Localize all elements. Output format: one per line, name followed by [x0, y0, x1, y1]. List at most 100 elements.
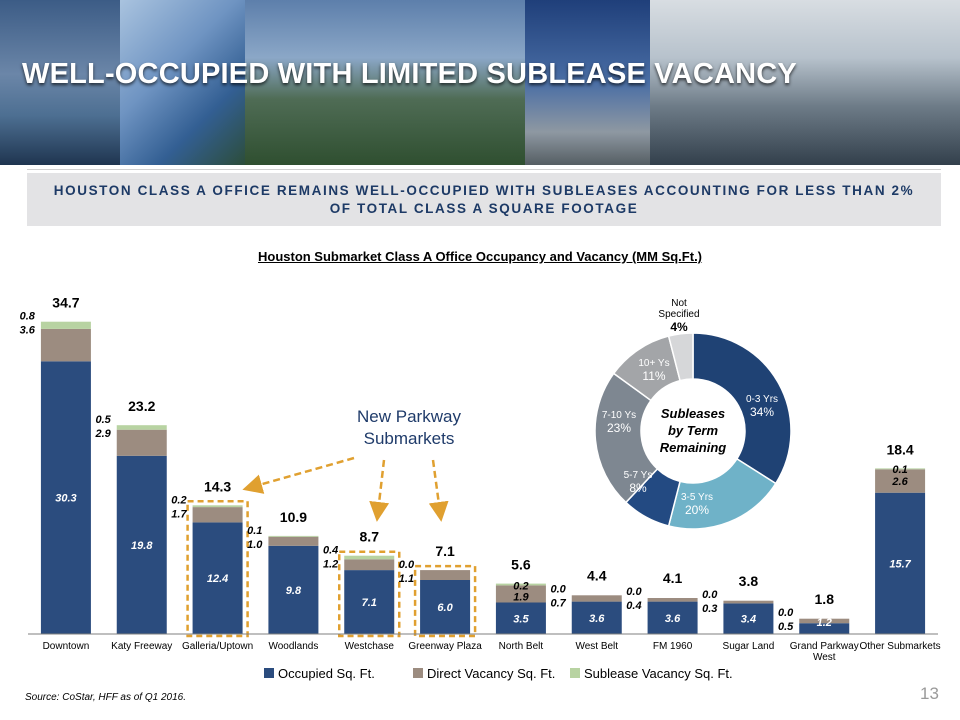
bar-segment: [192, 505, 243, 508]
sublease-value-label: 0.0: [550, 583, 566, 595]
bar-segment: [571, 595, 622, 602]
occupied-value-label: 15.7: [889, 558, 911, 570]
x-tick-label: West Belt: [575, 641, 618, 652]
bar-segment: [495, 583, 546, 586]
direct-value-label: 0.5: [778, 621, 794, 633]
donut-center-label: Subleases: [661, 406, 725, 421]
sublease-value-label: 0.0: [702, 589, 718, 601]
total-value-label: 34.7: [52, 295, 79, 311]
banner-photo-plaza-tower: [525, 0, 650, 165]
donut-slice: [667, 332, 694, 382]
bar-segment: [344, 570, 395, 634]
bar-segment: [116, 455, 167, 634]
direct-value-label: 0.7: [550, 597, 566, 609]
highlight-box: [413, 564, 477, 638]
bar-segment: [268, 536, 319, 546]
sublease-value-label: 0.0: [399, 559, 415, 571]
total-value-label: 4.4: [587, 567, 607, 583]
donut-slice-value: 11%: [642, 369, 665, 383]
total-value-label: 1.8: [815, 591, 835, 607]
sublease-value-label: 0.1: [247, 525, 262, 537]
occupied-value-label: 12.4: [207, 573, 228, 585]
donut-slice-value: 20%: [685, 503, 709, 517]
x-tick-label: Woodlands: [268, 641, 318, 652]
x-tick-label: Greenway Plaza: [408, 641, 482, 652]
bar-segment: [647, 598, 698, 602]
occupied-value-label: 3.4: [741, 614, 756, 626]
bar-segment: [875, 492, 926, 634]
page-number: 13: [920, 684, 939, 703]
total-value-label: 4.1: [663, 570, 683, 586]
total-value-label: 5.6: [511, 557, 531, 573]
banner-photo-skyline-lake: [0, 0, 120, 165]
occupied-value-label: 3.6: [589, 613, 605, 625]
direct-value-label: 1.9: [513, 592, 529, 604]
donut-slice-label: Specified: [658, 309, 699, 320]
bar-segment: [268, 545, 319, 634]
subtitle-box: HOUSTON CLASS A OFFICE REMAINS WELL-OCCU…: [27, 173, 941, 226]
source-note: Source: CoStar, HFF as of Q1 2016.: [25, 692, 187, 703]
x-tick-label-line: Galleria/Uptown: [182, 641, 253, 652]
direct-value-label: 1.7: [171, 508, 187, 520]
direct-value-label: 3.6: [20, 325, 36, 337]
x-tick-label: Other Submarkets: [860, 641, 941, 652]
bar-segment: [344, 555, 395, 560]
x-tick-label-line: Katy Freeway: [111, 641, 172, 652]
total-value-label: 18.4: [886, 441, 913, 457]
bar-segment: [40, 328, 91, 362]
donut-slice-value: 23%: [607, 421, 631, 435]
bar-segment: [723, 600, 774, 604]
banner-photo-aerial-campus: [245, 0, 525, 165]
annotation-line: New Parkway: [357, 407, 461, 426]
bar-segment: [571, 601, 622, 634]
legend-swatch: [264, 668, 274, 678]
direct-value-label: 0.4: [626, 600, 641, 612]
bar-segment: [799, 623, 850, 634]
donut-slice-label: 3-5 Yrs: [681, 492, 713, 503]
bar-segment: [495, 602, 546, 634]
x-tick-label: Katy Freeway: [111, 641, 172, 652]
legend-swatch: [570, 668, 580, 678]
annotation-arrow: [428, 459, 449, 522]
direct-value-label: 2.9: [94, 428, 111, 440]
bar-segment: [116, 425, 167, 430]
x-tick-label-line: West: [813, 652, 836, 663]
bar-segment: [875, 468, 926, 470]
x-tick-label: Downtown: [43, 641, 90, 652]
donut-slice: [594, 372, 659, 504]
annotation-arrow: [242, 456, 355, 494]
x-tick-label: FM 1960: [653, 641, 693, 652]
donut-slice-label: 0-3 Yrs: [746, 394, 778, 405]
slide-title: WELL-OCCUPIED WITH LIMITED SUBLEASE VACA…: [22, 58, 797, 90]
x-tick-label-line: Other Submarkets: [860, 641, 941, 652]
occupied-value-label: 19.8: [131, 540, 153, 552]
donut-slice: [692, 332, 792, 485]
donut-center-label: Remaining: [660, 440, 727, 455]
donut-slice-value: 34%: [750, 405, 774, 419]
divider: [27, 169, 941, 170]
sublease-value-label: 0.8: [20, 311, 36, 323]
occupied-value-label: 9.8: [286, 585, 302, 597]
bar-segment: [40, 361, 91, 634]
bar-segment: [192, 507, 243, 523]
direct-value-label: 0.3: [702, 603, 717, 615]
x-tick-label-line: West Belt: [575, 641, 618, 652]
legend-label: Sublease Vacancy Sq. Ft.: [584, 666, 733, 681]
x-tick-label: Galleria/Uptown: [182, 641, 253, 652]
x-tick-label-line: Grand Parkway: [790, 641, 859, 652]
direct-value-label: 1.1: [399, 573, 414, 585]
bar-segment: [799, 618, 850, 624]
bar-segment: [420, 580, 471, 634]
banner-photo-glass-towers: [120, 0, 245, 165]
legend-swatch: [413, 668, 423, 678]
x-tick-label-line: FM 1960: [653, 641, 693, 652]
x-tick-label-line: Westchase: [345, 641, 395, 652]
chart-title: Houston Submarket Class A Office Occupan…: [257, 249, 703, 264]
bar-segment: [192, 522, 243, 634]
sublease-value-label: 0.2: [513, 581, 528, 593]
banner-photo-atrium-cafe: [650, 0, 960, 165]
bar-segment: [116, 429, 167, 456]
donut-slice-label: Not: [671, 298, 687, 309]
total-value-label: 23.2: [128, 398, 155, 414]
